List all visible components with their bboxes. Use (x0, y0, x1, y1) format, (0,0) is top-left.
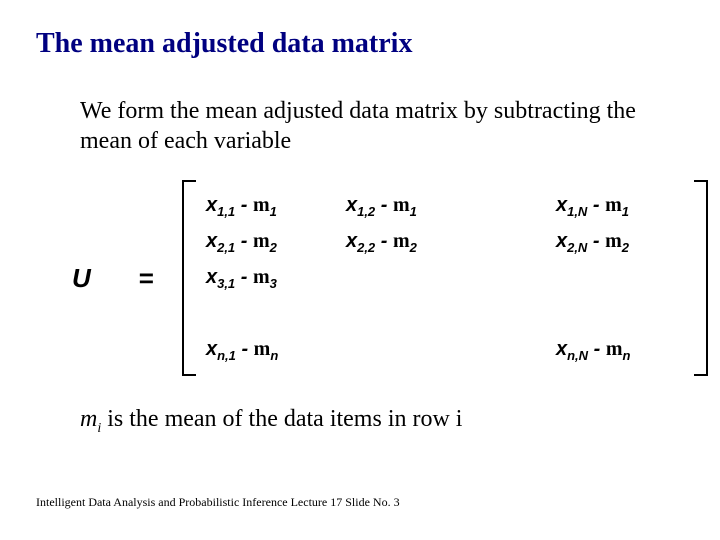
cell-2-1: x2,1 - m2 (200, 230, 340, 255)
slide-title: The mean adjusted data matrix (36, 28, 684, 60)
left-bracket (182, 180, 196, 376)
slide-footer: Intelligent Data Analysis and Probabilis… (36, 495, 400, 510)
cell-5-1: xn,1 - mn (200, 338, 340, 363)
matrix-wrap: x1,1 - m1 x1,2 - m1 x1,N - m1 x2,1 - m2 … (182, 180, 708, 376)
equals-sign: = (139, 263, 154, 294)
cell-1-2: x1,2 - m1 (340, 194, 480, 219)
cell-2-4: x2,N - m2 (550, 230, 690, 255)
mu-symbol: m (80, 406, 97, 432)
note-text: is the mean of the data items in row i (101, 406, 462, 432)
cell-5-4: xn,N - mn (550, 338, 690, 363)
cell-3-1: x3,1 - m3 (200, 266, 340, 291)
matrix-grid: x1,1 - m1 x1,2 - m1 x1,N - m1 x2,1 - m2 … (196, 180, 694, 376)
mu-note: mi is the mean of the data items in row … (80, 406, 684, 437)
cell-1-4: x1,N - m1 (550, 194, 690, 219)
body-paragraph: We form the mean adjusted data matrix by… (80, 96, 684, 156)
matrix-symbol-u: U (72, 263, 91, 294)
right-bracket (694, 180, 708, 376)
slide-container: The mean adjusted data matrix We form th… (0, 0, 720, 437)
equation-row: U = x1,1 - m1 x1,2 - m1 x1,N - m1 x2,1 -… (36, 180, 684, 376)
cell-1-1: x1,1 - m1 (200, 194, 340, 219)
cell-2-2: x2,2 - m2 (340, 230, 480, 255)
